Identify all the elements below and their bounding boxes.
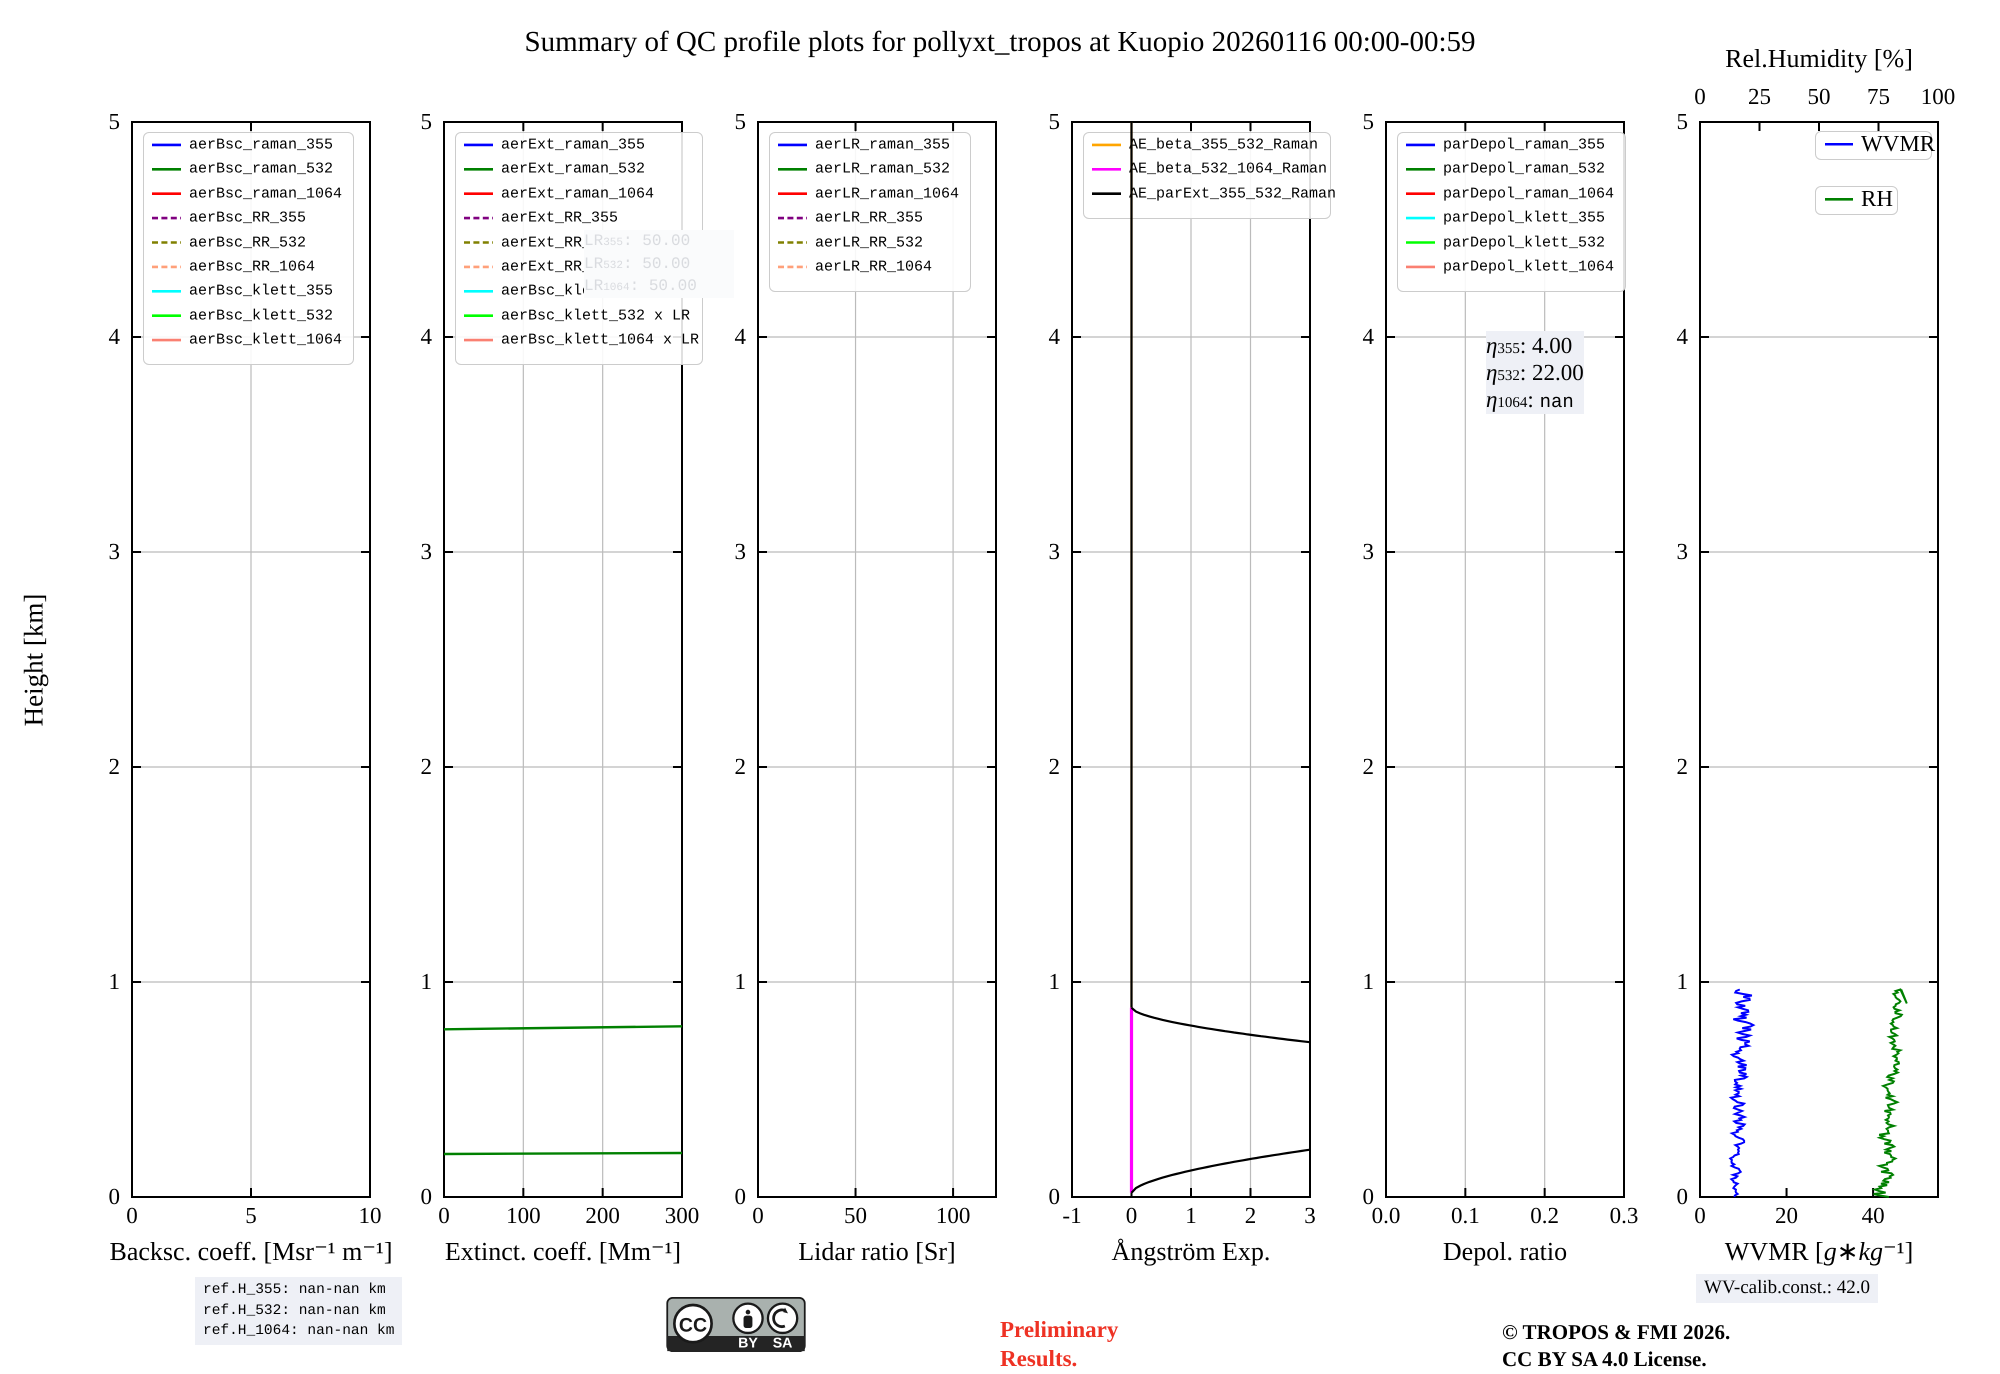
svg-text:SA: SA [773, 1336, 793, 1351]
svg-text:CC: CC [679, 1314, 707, 1336]
svg-text:BY: BY [738, 1336, 758, 1351]
